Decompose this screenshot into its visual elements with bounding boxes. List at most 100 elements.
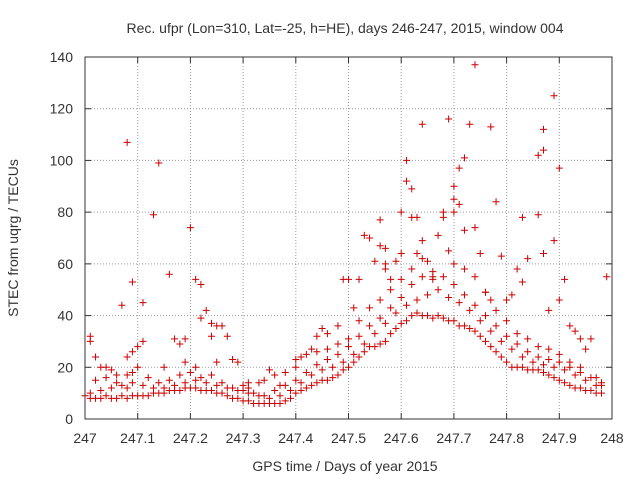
data-point: [155, 379, 163, 387]
data-point: [139, 381, 147, 389]
data-point: [487, 123, 495, 131]
data-point: [165, 376, 173, 384]
data-point: [376, 314, 384, 322]
data-point: [181, 379, 189, 387]
data-point: [92, 353, 100, 361]
data-point: [545, 356, 553, 364]
data-point: [202, 306, 210, 314]
data-point: [503, 296, 511, 304]
data-point: [576, 384, 584, 392]
data-point: [229, 384, 237, 392]
data-point: [518, 213, 526, 221]
data-point: [350, 350, 358, 358]
data-point: [144, 374, 152, 382]
y-tick-label: 60: [57, 256, 73, 272]
data-point: [429, 314, 437, 322]
data-point: [292, 376, 300, 384]
data-point: [450, 195, 458, 203]
data-point: [424, 312, 432, 320]
data-point: [197, 374, 205, 382]
y-tick-label: 40: [57, 308, 73, 324]
data-point: [292, 363, 300, 371]
data-point: [218, 379, 226, 387]
data-point: [281, 397, 289, 405]
data-point: [566, 358, 574, 366]
data-point: [113, 371, 121, 379]
data-point: [413, 309, 421, 317]
data-point: [555, 358, 563, 366]
data-point: [218, 389, 226, 397]
data-point: [229, 356, 237, 364]
data-point: [86, 389, 94, 397]
data-point: [450, 208, 458, 216]
data-point: [492, 348, 500, 356]
data-point: [387, 330, 395, 338]
data-point: [366, 304, 374, 312]
data-point: [460, 322, 468, 330]
data-point: [186, 368, 194, 376]
data-point: [160, 363, 168, 371]
data-point: [460, 154, 468, 162]
data-point: [134, 363, 142, 371]
data-point: [176, 371, 184, 379]
data-point: [434, 312, 442, 320]
data-point: [171, 381, 179, 389]
data-point: [539, 250, 547, 258]
data-point: [150, 384, 158, 392]
data-point: [413, 250, 421, 258]
data-point: [265, 394, 273, 402]
data-point: [408, 312, 416, 320]
data-point: [334, 340, 342, 348]
data-point: [482, 337, 490, 345]
data-point: [366, 234, 374, 242]
data-point: [345, 275, 352, 283]
y-tick-label: 120: [50, 101, 74, 117]
data-point: [508, 291, 516, 299]
data-point: [118, 381, 126, 389]
data-point: [287, 394, 295, 402]
data-point: [107, 366, 115, 374]
data-point: [345, 363, 352, 371]
data-point: [234, 358, 242, 366]
data-point: [355, 275, 363, 283]
data-point: [397, 250, 405, 258]
x-tick-label: 248: [600, 430, 624, 446]
data-point: [397, 208, 405, 216]
y-tick-label: 80: [57, 204, 73, 220]
data-point: [524, 335, 532, 343]
data-point: [497, 337, 505, 345]
data-point: [471, 61, 479, 69]
data-point: [255, 379, 263, 387]
data-point: [397, 319, 405, 327]
x-tick-label: 247.3: [226, 430, 261, 446]
data-point: [123, 394, 131, 402]
data-point: [313, 348, 321, 356]
data-point: [439, 273, 447, 281]
data-point: [118, 392, 126, 400]
data-point: [513, 330, 521, 338]
data-point: [213, 358, 221, 366]
data-point: [171, 335, 179, 343]
data-point: [466, 325, 474, 332]
data-point: [360, 231, 368, 239]
data-point: [555, 350, 563, 358]
data-point: [381, 244, 389, 252]
data-point: [450, 317, 458, 325]
data-point: [503, 317, 511, 325]
data-point: [223, 392, 231, 400]
data-point: [260, 392, 268, 400]
data-point: [513, 340, 521, 348]
data-point: [197, 314, 205, 322]
data-point: [545, 371, 553, 379]
data-point: [524, 255, 532, 263]
data-point: [128, 278, 136, 286]
data-point: [408, 185, 416, 193]
data-point: [518, 363, 526, 371]
data-point: [482, 312, 490, 320]
data-point: [244, 379, 252, 387]
data-point: [128, 379, 136, 387]
data-point: [97, 394, 105, 402]
data-point: [271, 371, 279, 379]
data-point: [597, 389, 605, 397]
data-point: [424, 291, 432, 299]
